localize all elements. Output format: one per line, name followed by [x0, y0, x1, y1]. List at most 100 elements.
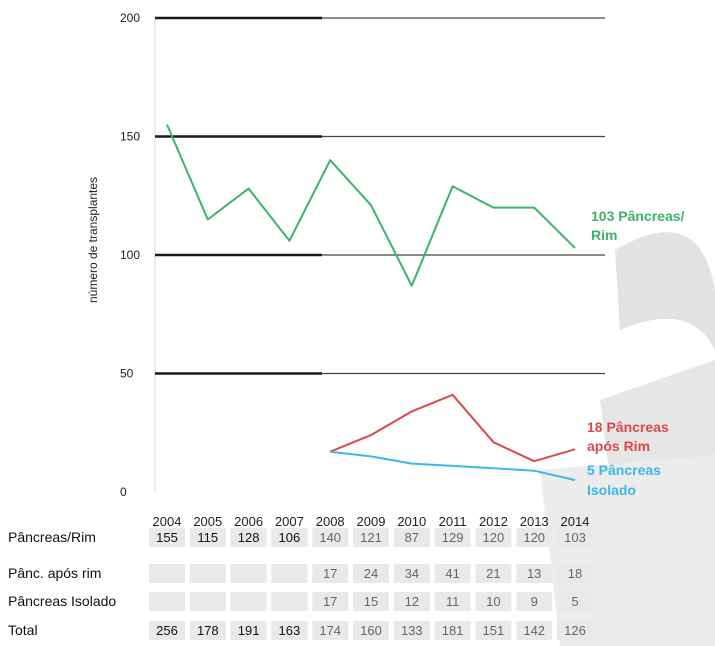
table-cell-bg [149, 528, 185, 547]
table-cell: 120 [483, 530, 505, 545]
table-cell: 13 [527, 566, 541, 581]
table-cell-bg [393, 621, 430, 640]
table-cell-bg [516, 564, 553, 583]
table-cell-bg [557, 621, 593, 640]
table-cell-bg [312, 528, 349, 547]
background-shape [615, 232, 715, 350]
table-cell-bg [353, 621, 389, 640]
table-cell: 155 [156, 530, 178, 545]
table-cell: 5 [571, 594, 578, 609]
table-cell-bg [434, 528, 471, 547]
x-tick-label: 2006 [234, 514, 263, 529]
table-cell: 17 [323, 566, 337, 581]
y-tick-label: 0 [120, 485, 127, 499]
x-tick-label: 2005 [193, 514, 222, 529]
table-cell-bg [271, 528, 308, 547]
table-cell: 151 [483, 623, 505, 638]
table-cell-bg [271, 564, 308, 583]
table-cell-bg [149, 621, 185, 640]
table-cell-bg [475, 564, 512, 583]
table-cell-bg [312, 564, 349, 583]
x-tick-label: 2010 [397, 514, 426, 529]
table-cell: 15 [364, 594, 378, 609]
table-cell: 41 [445, 566, 459, 581]
table-cell: 115 [197, 530, 218, 545]
table-cell-bg [516, 592, 553, 611]
x-tick-label: 2009 [357, 514, 386, 529]
table-cell-bg [393, 564, 430, 583]
series-end-label: 18 Pâncreas [587, 419, 669, 435]
table-row-label: Pâncreas Isolado [8, 593, 116, 609]
table-cell-bg [189, 592, 226, 611]
table-cell-bg [557, 592, 593, 611]
table-cell-bg [189, 621, 226, 640]
table-cell-bg [271, 621, 308, 640]
series-line-par [329, 393, 576, 463]
table-cell: 163 [279, 623, 301, 638]
table-cell: 126 [564, 623, 586, 638]
y-tick-label: 150 [120, 130, 140, 144]
table-cell-bg [271, 592, 308, 611]
series-end-label: após Rim [587, 438, 650, 454]
table-cell: 160 [360, 623, 382, 638]
table-cell-bg [475, 621, 512, 640]
table-cell-bg [434, 564, 471, 583]
x-tick-label: 2007 [275, 514, 304, 529]
y-axis-label: número de transplantes [86, 177, 100, 303]
table-cell: 174 [319, 623, 341, 638]
table-cell-bg [434, 621, 471, 640]
table-cell: 129 [442, 530, 464, 545]
table-cell: 11 [446, 594, 460, 609]
table-cell: 18 [568, 566, 582, 581]
table-cell-bg [557, 564, 593, 583]
table-cell-bg [475, 592, 512, 611]
series-end-label: Isolado [587, 482, 636, 498]
table-cell: 142 [523, 623, 545, 638]
table-cell-bg [149, 592, 185, 611]
background-shape [600, 360, 715, 480]
table-cell-bg [516, 528, 553, 547]
x-tick-label: 2008 [316, 514, 345, 529]
series-end-label: 5 Pâncreas [587, 462, 661, 478]
table-cell: 87 [405, 530, 419, 545]
table-row-label: Pânc. após rim [8, 565, 101, 581]
table-cell: 128 [238, 530, 260, 545]
table-cell: 178 [197, 623, 219, 638]
series-end-label: 103 Pâncreas/ [591, 208, 685, 224]
table-cell-bg [230, 592, 267, 611]
table-cell-bg [353, 528, 389, 547]
table-cell: 9 [531, 594, 538, 609]
series-end-label: Rim [591, 227, 617, 243]
table-cell-bg [230, 564, 267, 583]
table-cell-bg [189, 564, 226, 583]
y-tick-label: 100 [120, 248, 140, 262]
x-tick-label: 2011 [439, 514, 467, 529]
table-cell: 10 [486, 594, 500, 609]
table-cell-bg [475, 528, 512, 547]
y-tick-label: 200 [120, 11, 140, 25]
table-cell-bg [149, 564, 185, 583]
table-cell-bg [312, 621, 349, 640]
table-cell: 24 [364, 566, 378, 581]
table-row-label: Pâncreas/Rim [8, 529, 96, 545]
x-tick-label: 2004 [153, 514, 182, 529]
x-tick-label: 2012 [479, 514, 508, 529]
table-row-label: Total [8, 622, 38, 638]
table-cell: 140 [319, 530, 341, 545]
x-tick-label: 2014 [561, 514, 590, 529]
table-cell: 21 [486, 566, 500, 581]
table-cell: 17 [323, 594, 337, 609]
table-cell-bg [393, 592, 430, 611]
table-cell-bg [434, 592, 471, 611]
table-cell: 120 [523, 530, 545, 545]
table-cell: 106 [279, 530, 301, 545]
table-cell: 181 [442, 623, 464, 638]
table-cell-bg [353, 564, 389, 583]
table-cell: 191 [238, 623, 260, 638]
table-cell: 103 [564, 530, 586, 545]
table-cell-bg [230, 528, 267, 547]
table-cell-bg [393, 528, 430, 547]
series-line-pi [330, 450, 576, 482]
table-cell-bg [557, 528, 593, 547]
